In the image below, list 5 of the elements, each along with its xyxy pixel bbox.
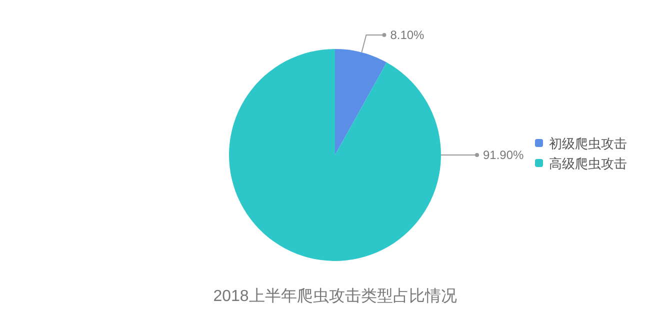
legend-label: 高级爬虫攻击 xyxy=(549,156,627,171)
legend-label: 初级爬虫攻击 xyxy=(549,136,627,151)
text: 2018上半年爬虫攻击类型占比情况 xyxy=(213,287,457,305)
data-label: 91.90% xyxy=(483,148,524,162)
data-label: 8.10% xyxy=(390,28,425,42)
